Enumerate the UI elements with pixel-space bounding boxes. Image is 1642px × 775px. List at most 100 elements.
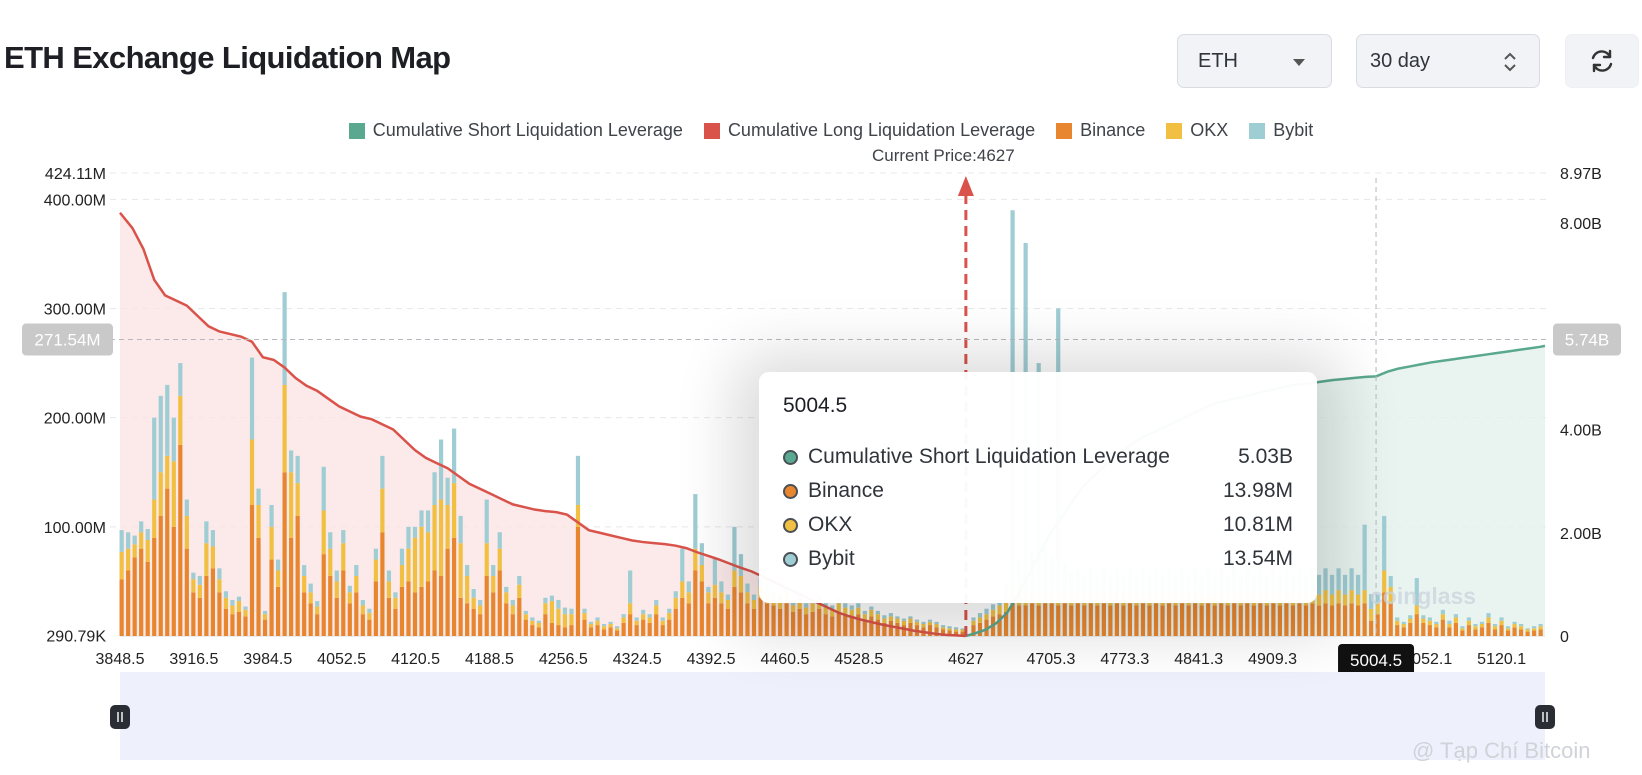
bar-bybit xyxy=(262,610,268,615)
bar-binance xyxy=(1427,625,1432,636)
bar-binance xyxy=(425,581,431,636)
bar-binance xyxy=(484,575,489,636)
bar-binance xyxy=(732,586,737,636)
bar-bybit xyxy=(432,472,437,505)
bar-okx xyxy=(1499,620,1504,626)
bar-okx xyxy=(1460,628,1465,631)
bar-bybit xyxy=(302,565,307,576)
bar-binance xyxy=(184,548,189,636)
bar-binance xyxy=(771,605,776,636)
bar-binance xyxy=(1062,603,1067,636)
bar-bybit xyxy=(158,395,163,473)
bar-binance xyxy=(523,619,528,636)
current-price-label: Current Price:4627 xyxy=(872,146,1015,165)
bar-okx xyxy=(497,548,502,571)
legend-swatch xyxy=(703,122,720,139)
bar-okx xyxy=(438,499,444,576)
bar-binance xyxy=(601,629,607,636)
bar-bybit xyxy=(856,603,861,608)
bar-binance xyxy=(1043,603,1048,636)
bar-bybit xyxy=(673,591,678,598)
bar-binance xyxy=(1440,619,1445,636)
refresh-button[interactable] xyxy=(1565,34,1639,88)
bar-binance xyxy=(1232,603,1237,636)
bar-okx xyxy=(328,548,333,576)
bar-binance xyxy=(971,625,976,636)
range-select[interactable]: 30 day xyxy=(1356,34,1540,88)
bar-okx xyxy=(197,584,202,598)
bar-okx xyxy=(1492,626,1498,630)
tooltip-row: Binance 13.98M xyxy=(783,474,1293,508)
bar-okx xyxy=(745,592,750,604)
zoom-slider[interactable] xyxy=(110,672,1555,760)
bar-binance xyxy=(1166,603,1172,636)
bar-okx xyxy=(984,614,989,620)
bar-binance xyxy=(738,592,744,636)
bar-binance xyxy=(1395,625,1400,636)
bar-bybit xyxy=(210,530,215,547)
bar-binance xyxy=(719,603,724,636)
bar-bybit xyxy=(614,626,620,629)
bar-okx xyxy=(230,605,235,615)
x-axis-label: 3984.5 xyxy=(243,651,292,668)
legend-item-binance[interactable]: Binance xyxy=(1056,120,1145,141)
bar-bybit xyxy=(934,621,939,624)
x-axis-label: 4528.5 xyxy=(834,651,883,668)
bar-binance xyxy=(575,526,581,636)
legend-item-okx[interactable]: OKX xyxy=(1166,120,1228,141)
bar-okx xyxy=(1003,601,1009,612)
bar-binance xyxy=(758,597,763,636)
bar-bybit xyxy=(1382,515,1387,571)
bar-binance xyxy=(843,614,848,636)
bar-binance xyxy=(510,614,515,636)
coinglass-watermark: coinglass xyxy=(1370,583,1477,609)
bar-binance xyxy=(582,619,587,636)
bar-binance xyxy=(275,586,281,636)
bar-okx xyxy=(908,618,913,623)
bar-binance xyxy=(1421,622,1426,636)
zoom-handle-right xyxy=(1535,705,1555,729)
bar-bybit xyxy=(315,601,320,607)
left-axis-label: 290.79K xyxy=(46,629,106,646)
legend-label: Bybit xyxy=(1273,120,1314,140)
bar-binance xyxy=(256,537,261,636)
bar-bybit xyxy=(373,548,378,560)
legend-item-long-cumulative[interactable]: Cumulative Long Liquidation Leverage xyxy=(703,120,1035,141)
bar-bybit xyxy=(849,605,854,610)
bar-bybit xyxy=(804,603,809,608)
bar-binance xyxy=(621,622,626,636)
bar-binance xyxy=(1316,605,1322,636)
bar-okx xyxy=(1401,623,1406,628)
bar-binance xyxy=(1414,614,1419,636)
bar-okx xyxy=(158,472,163,516)
bar-binance xyxy=(927,625,933,636)
bar-bybit xyxy=(543,597,548,604)
bar-bybit xyxy=(425,510,431,533)
legend-item-short-cumulative[interactable]: Cumulative Short Liquidation Leverage xyxy=(348,120,683,141)
tooltip-value: 10.81M xyxy=(1222,513,1293,536)
bar-okx xyxy=(673,597,678,609)
legend-item-bybit[interactable]: Bybit xyxy=(1249,120,1313,141)
bar-binance xyxy=(1147,605,1152,636)
bar-okx xyxy=(693,548,698,571)
bar-okx xyxy=(1447,623,1452,628)
bar-binance xyxy=(1251,605,1256,636)
bar-binance xyxy=(588,627,594,636)
bar-bybit xyxy=(971,617,976,621)
bar-okx xyxy=(686,592,691,604)
bar-binance xyxy=(1082,605,1087,636)
bar-binance xyxy=(517,597,522,636)
bar-binance xyxy=(1362,603,1367,636)
bar-bybit xyxy=(197,575,202,585)
bar-bybit xyxy=(171,417,176,462)
bar-binance xyxy=(1127,603,1133,636)
bar-binance xyxy=(165,488,170,636)
asset-select[interactable]: ETH xyxy=(1177,34,1332,88)
zoom-track xyxy=(120,672,1545,760)
bar-binance xyxy=(1114,603,1120,636)
bar-binance xyxy=(977,622,983,636)
bar-binance xyxy=(360,614,365,636)
bar-bybit xyxy=(927,619,933,622)
bar-bybit xyxy=(354,565,359,576)
legend-swatch xyxy=(348,122,365,139)
